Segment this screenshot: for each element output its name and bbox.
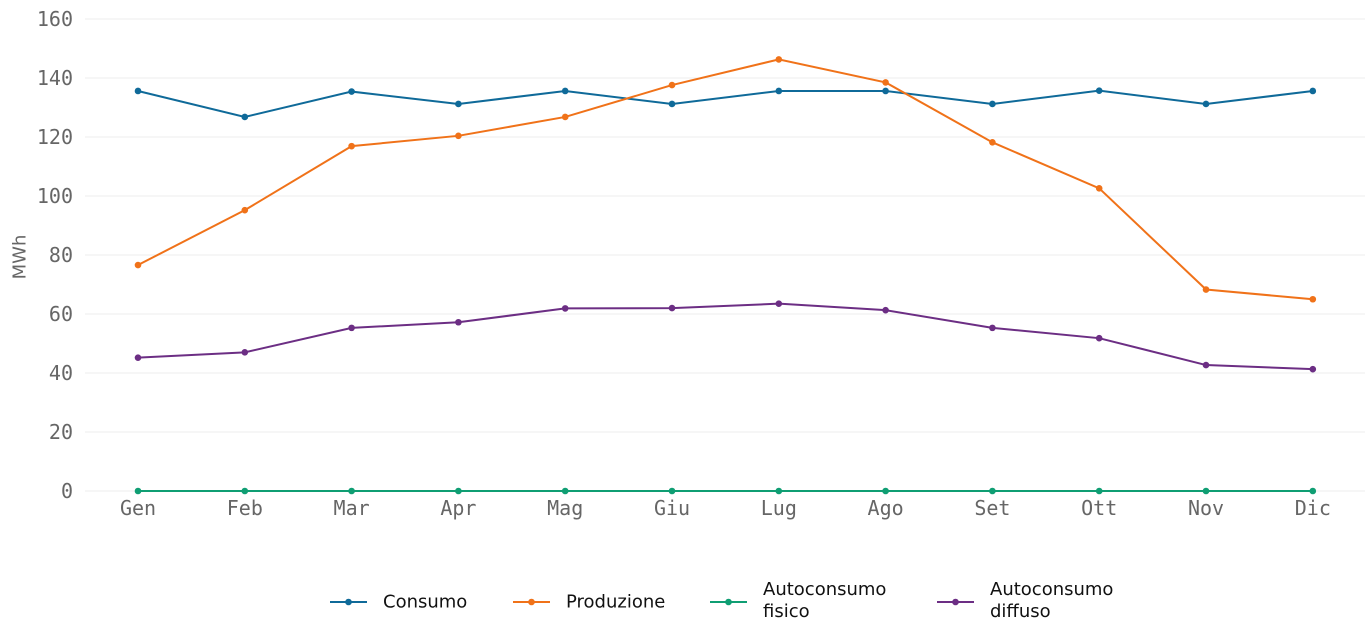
data-point — [989, 324, 996, 332]
data-point — [134, 261, 142, 269]
data-point — [561, 113, 569, 121]
data-point — [989, 487, 996, 495]
data-point — [455, 318, 462, 326]
data-point — [989, 100, 996, 108]
series-group — [134, 487, 1317, 495]
y-axis-title: MWh — [10, 235, 31, 280]
legend-item: Consumo — [330, 592, 467, 613]
y-tick-label: 120 — [37, 125, 73, 149]
x-tick-label: Lug — [761, 496, 797, 520]
data-point — [1095, 185, 1103, 192]
x-tick-label: Mar — [334, 496, 370, 520]
series-group — [134, 87, 1317, 121]
data-point — [1202, 361, 1210, 369]
data-point — [668, 81, 676, 89]
data-point — [241, 487, 249, 495]
x-tick-label: Giu — [654, 496, 690, 520]
series-line — [137, 58, 1313, 301]
data-point — [1095, 487, 1103, 495]
series-line — [137, 302, 1313, 371]
x-tick-label: Ago — [868, 496, 904, 520]
data-point — [241, 113, 249, 121]
legend-item: Produzione — [513, 592, 665, 613]
y-tick-label: 160 — [37, 7, 73, 31]
data-point — [775, 300, 783, 307]
grid-lines — [85, 18, 1365, 492]
data-point — [1202, 286, 1210, 293]
y-tick-label: 140 — [37, 66, 73, 90]
data-point — [134, 487, 142, 495]
series-line — [137, 89, 1313, 118]
x-axis-ticks: Gen Feb Mar Apr Mag Giu Lug Ago Set Ott Nov Dic — [120, 496, 1331, 520]
data-point — [1095, 87, 1103, 94]
data-point — [348, 142, 355, 150]
legend-swatch-marker — [528, 598, 535, 606]
y-tick-label: 20 — [49, 420, 73, 444]
data-point — [775, 87, 783, 95]
data-point — [561, 305, 569, 312]
legend-item: Autoconsumo diffuso — [937, 579, 1113, 621]
legend-swatch-marker — [952, 598, 959, 606]
y-tick-label: 60 — [49, 302, 73, 326]
data-point — [455, 100, 462, 108]
data-point — [882, 487, 889, 495]
legend-swatch-marker — [345, 598, 352, 606]
legend-item: Autoconsumo fisico — [710, 579, 886, 621]
y-axis-ticks: 0 20 40 60 80 100 120 140 160 — [37, 7, 73, 503]
legend-swatch-marker — [725, 598, 732, 606]
y-tick-label: 0 — [61, 479, 73, 503]
x-tick-label: Mag — [547, 496, 583, 520]
data-point — [1202, 100, 1210, 108]
data-point — [348, 324, 355, 332]
x-tick-label: Nov — [1188, 496, 1224, 520]
data-point — [134, 354, 142, 361]
data-point — [241, 206, 249, 214]
series-group — [134, 56, 1317, 303]
data-point — [668, 100, 676, 108]
data-point — [882, 87, 889, 95]
data-point — [455, 487, 462, 495]
data-point — [455, 132, 462, 140]
data-point — [882, 79, 889, 86]
data-point — [1309, 487, 1317, 495]
y-tick-label: 80 — [49, 243, 73, 267]
data-point — [989, 139, 996, 146]
data-point — [348, 487, 355, 495]
x-tick-label: Feb — [227, 496, 263, 520]
data-point — [668, 304, 676, 312]
data-point — [561, 487, 569, 495]
data-point — [775, 487, 783, 495]
data-point — [1309, 87, 1317, 95]
data-point — [1095, 334, 1103, 342]
data-point — [1309, 295, 1317, 303]
x-tick-label: Set — [974, 496, 1010, 520]
legend-label: Autoconsumo diffuso — [990, 579, 1113, 621]
data-point — [348, 88, 355, 95]
data-point — [668, 487, 676, 495]
data-point — [134, 87, 142, 95]
legend-label: Produzione — [566, 592, 665, 613]
data-point — [882, 306, 889, 314]
y-tick-label: 40 — [49, 361, 73, 385]
x-tick-label: Ott — [1081, 496, 1117, 520]
y-tick-label: 100 — [37, 184, 73, 208]
legend-label: Consumo — [383, 592, 467, 613]
data-point — [775, 56, 783, 63]
data-point — [241, 349, 249, 356]
data-point — [561, 87, 569, 95]
x-tick-label: Dic — [1295, 496, 1331, 520]
data-point — [1202, 487, 1210, 495]
data-point — [1309, 365, 1317, 373]
x-tick-label: Apr — [440, 496, 476, 520]
x-tick-label: Gen — [120, 496, 156, 520]
series-lines — [134, 56, 1317, 495]
series-group — [134, 300, 1317, 373]
legend: Consumo Produzione Autoconsumo fisico Autoco… — [330, 579, 1113, 621]
legend-label: Autoconsumo fisico — [763, 579, 886, 621]
